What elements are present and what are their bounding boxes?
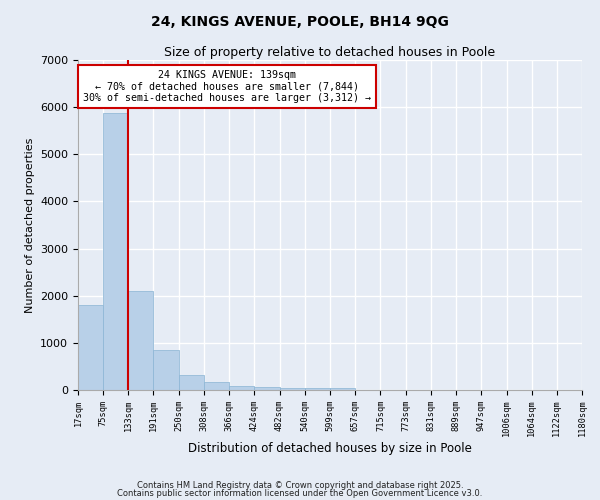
Bar xyxy=(179,375,204,390)
Text: 24, KINGS AVENUE, POOLE, BH14 9QG: 24, KINGS AVENUE, POOLE, BH14 9QG xyxy=(151,15,449,29)
Text: 24 KINGS AVENUE: 139sqm
← 70% of detached houses are smaller (7,844)
30% of semi: 24 KINGS AVENUE: 139sqm ← 70% of detache… xyxy=(83,70,371,103)
Bar xyxy=(305,388,330,390)
Title: Size of property relative to detached houses in Poole: Size of property relative to detached ho… xyxy=(164,46,496,59)
X-axis label: Distribution of detached houses by size in Poole: Distribution of detached houses by size … xyxy=(188,442,472,455)
Text: Contains public sector information licensed under the Open Government Licence v3: Contains public sector information licen… xyxy=(118,489,482,498)
Text: Contains HM Land Registry data © Crown copyright and database right 2025.: Contains HM Land Registry data © Crown c… xyxy=(137,480,463,490)
Bar xyxy=(229,386,254,390)
Y-axis label: Number of detached properties: Number of detached properties xyxy=(25,138,35,312)
Bar xyxy=(128,292,154,390)
Bar xyxy=(254,387,280,390)
Bar xyxy=(154,350,179,390)
Bar xyxy=(103,114,128,390)
Bar xyxy=(204,382,229,390)
Bar xyxy=(330,388,355,390)
Bar xyxy=(280,388,305,390)
Bar xyxy=(78,305,103,390)
